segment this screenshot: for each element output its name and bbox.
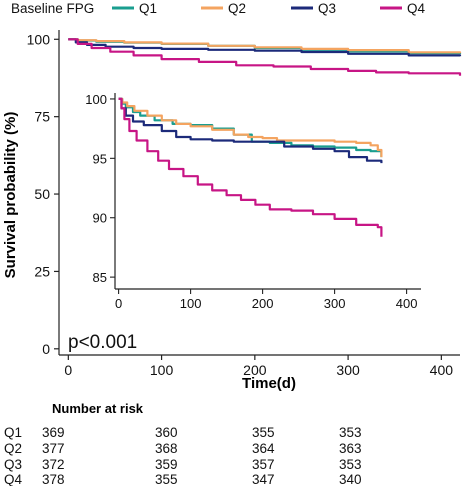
inset-x-tick-label: 200: [252, 296, 274, 311]
inset-curve-q3: [118, 97, 383, 164]
legend: Baseline FPG Q1 Q2 Q3 Q4: [11, 1, 426, 16]
legend-label-q1: Q1: [139, 1, 157, 16]
risk-cell: 355: [155, 472, 178, 486]
survival-curve-q2: [68, 38, 462, 54]
risk-cell: 368: [155, 441, 178, 456]
risk-cell: 353: [339, 425, 362, 440]
x-tick-label: 0: [64, 362, 72, 378]
risk-row-label: Q2: [4, 441, 22, 456]
inset-y-tick-label: 90: [93, 211, 107, 226]
y-axis-title: Survival probability (%): [2, 112, 19, 279]
legend-title: Baseline FPG: [11, 1, 94, 16]
survival-curve-q4: [68, 38, 462, 76]
risk-row-label: Q3: [4, 457, 22, 472]
x-tick-label: 300: [336, 362, 360, 378]
risk-cell: 360: [155, 425, 178, 440]
main-plot: 0 25 50 75 100 0 100 200 300 400: [27, 30, 462, 378]
inset-curve-q1: [118, 97, 383, 158]
risk-table: Number at risk Q1 369 360 355 353 Q2 377 368 364…: [4, 401, 362, 486]
risk-cell: 340: [339, 472, 362, 486]
risk-cell: 363: [339, 441, 362, 456]
legend-label-q4: Q4: [407, 1, 426, 16]
risk-cell: 355: [252, 425, 275, 440]
risk-row-label: Q1: [4, 425, 22, 440]
x-axis-title: Time(d): [242, 375, 296, 392]
inset-curve-q2: [118, 97, 383, 158]
x-tick-label: 200: [243, 362, 267, 378]
risk-table-title: Number at risk: [52, 401, 144, 416]
y-tick-label: 75: [34, 109, 50, 125]
legend-label-q3: Q3: [318, 1, 336, 16]
inset-y-tick-label: 95: [93, 151, 107, 166]
inset-y-tick-label: 85: [93, 270, 107, 285]
inset-curve-q4: [118, 97, 383, 237]
inset-plot: 85 90 95 100 0 100 200 300 400: [85, 92, 421, 311]
inset-x-tick-label: 300: [324, 296, 346, 311]
risk-cell: 357: [252, 457, 275, 472]
y-tick-label: 100: [27, 31, 51, 47]
inset-x-tick-label: 0: [115, 296, 122, 311]
risk-row-label: Q4: [4, 472, 23, 486]
risk-cell: 364: [252, 441, 275, 456]
x-tick-label: 400: [430, 362, 454, 378]
risk-cell: 369: [42, 425, 65, 440]
inset-y-tick-label: 100: [85, 92, 107, 107]
risk-cell: 359: [155, 457, 178, 472]
inset-x-tick-label: 400: [396, 296, 418, 311]
risk-cell: 347: [252, 472, 275, 486]
inset-x-tick-label: 100: [180, 296, 202, 311]
y-tick-label: 0: [42, 341, 50, 357]
risk-cell: 378: [42, 472, 65, 486]
risk-cell: 372: [42, 457, 65, 472]
x-tick-label: 100: [150, 362, 174, 378]
risk-cell: 377: [42, 441, 65, 456]
inset-background: [115, 93, 421, 289]
y-tick-label: 25: [34, 263, 50, 279]
y-tick-label: 50: [34, 186, 50, 202]
legend-label-q2: Q2: [228, 1, 246, 16]
p-value-annotation: p<0.001: [68, 332, 137, 353]
risk-cell: 353: [339, 457, 362, 472]
